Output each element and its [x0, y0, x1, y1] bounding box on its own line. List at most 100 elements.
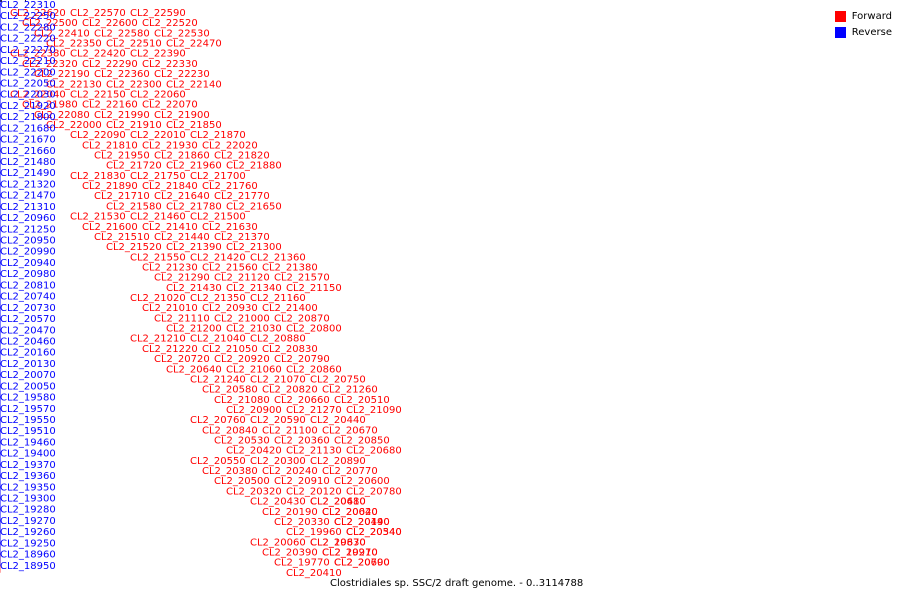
forward-gene-label: CL2_22420 — [70, 49, 126, 60]
reverse-gene-label: CL2_21310 — [0, 202, 56, 213]
forward-gene-label: CL2_20320 — [226, 486, 282, 497]
forward-gene-label: CL2_22090 — [70, 130, 126, 141]
forward-gene-label: CL2_20380 — [202, 466, 258, 477]
forward-gene-label: CL2_22590 — [130, 8, 186, 19]
forward-gene-label: CL2_20670 — [322, 425, 378, 436]
forward-gene-label: CL2_22190 — [34, 69, 90, 80]
forward-gene-label: CL2_21020 — [130, 293, 186, 304]
forward-gene-label: CL2_20510 — [334, 395, 390, 406]
forward-gene-label: CL2_20500 — [214, 476, 270, 487]
forward-gene-label: CL2_20910 — [274, 476, 330, 487]
forward-gene-label: CL2_21950 — [94, 151, 150, 162]
forward-gene-label: CL2_20060 — [250, 537, 306, 548]
forward-gene-label: CL2_21350 — [190, 293, 246, 304]
forward-gene-label: CL2_20640 — [166, 364, 222, 375]
forward-gene-label: CL2_21260 — [322, 385, 378, 396]
reverse-gene-label: CL2_20990 — [0, 247, 56, 258]
forward-gene-label: CL2_21120 — [214, 273, 270, 284]
forward-gene-label: CL2_21560 — [202, 263, 258, 274]
reverse-gene-label: CL2_22050 — [0, 79, 56, 90]
forward-gene-label: CL2_21410 — [142, 222, 198, 233]
forward-gene-label: CL2_22510 — [106, 39, 162, 50]
forward-gene-label: CL2_22410 — [34, 28, 90, 39]
forward-gene-label: CL2_22010 — [130, 130, 186, 141]
forward-gene-label: CL2_20770 — [322, 466, 378, 477]
forward-gene-label: CL2_21400 — [262, 303, 318, 314]
forward-gene-label: CL2_20550 — [190, 456, 246, 467]
forward-gene-label: CL2_21650 — [226, 201, 282, 212]
forward-gene-label: CL2_22350 — [46, 39, 102, 50]
reverse-gene-label: CL2_19260 — [0, 527, 56, 538]
reverse-gene-label: CL2_22030 — [0, 90, 56, 101]
forward-gene-label: CL2_21880 — [226, 161, 282, 172]
forward-gene-label: CL2_19960 — [286, 527, 342, 538]
forward-gene-label: CL2_20880 — [250, 334, 306, 345]
forward-gene-label: CL2_20790 — [274, 354, 330, 365]
forward-gene-label: CL2_21220 — [142, 344, 198, 355]
reverse-gene-label: CL2_22280 — [0, 22, 56, 33]
forward-gene-label: CL2_21830 — [70, 171, 126, 182]
forward-gene-label: CL2_21030 — [226, 324, 282, 335]
forward-gene-label: CL2_21200 — [166, 324, 222, 335]
forward-gene-label: CL2_20040 — [322, 507, 378, 518]
forward-gene-label: CL2_20530 — [214, 436, 270, 447]
reverse-gene-label: CL2_21680 — [0, 123, 56, 134]
reverse-gene-label: CL2_20160 — [0, 348, 56, 359]
forward-gene-label: CL2_21550 — [130, 252, 186, 263]
forward-gene-label: CL2_21150 — [286, 283, 342, 294]
forward-gene-label: CL2_21050 — [202, 344, 258, 355]
reverse-gene-label: CL2_19270 — [0, 516, 56, 527]
forward-gene-label: CL2_21770 — [214, 191, 270, 202]
forward-gene-label: CL2_21640 — [154, 191, 210, 202]
forward-gene-label: CL2_22000 — [46, 120, 102, 131]
forward-swatch — [834, 10, 846, 22]
forward-gene-label: CL2_20120 — [286, 486, 342, 497]
forward-gene-label: CL2_21890 — [82, 181, 138, 192]
forward-gene-label: CL2_21370 — [214, 232, 270, 243]
forward-gene-label: CL2_22580 — [94, 28, 150, 39]
reverse-gene-label: CL2_19250 — [0, 538, 56, 549]
forward-gene-label: CL2_22150 — [70, 89, 126, 100]
reverse-gene-label: CL2_20980 — [0, 269, 56, 280]
forward-gene-label: CL2_20540 — [346, 527, 402, 538]
reverse-gene-label: CL2_21800 — [0, 112, 56, 123]
forward-gene-label: CL2_21420 — [190, 252, 246, 263]
forward-gene-label: CL2_22320 — [22, 59, 78, 70]
forward-gene-label: CL2_20210 — [322, 548, 378, 559]
reverse-gene-label: CL2_19350 — [0, 482, 56, 493]
forward-gene-label: CL2_21820 — [214, 151, 270, 162]
reverse-gene-label: CL2_21490 — [0, 168, 56, 179]
forward-gene-label: CL2_21900 — [154, 110, 210, 121]
forward-gene-label: CL2_21510 — [94, 232, 150, 243]
reverse-gene-label: CL2_19370 — [0, 460, 56, 471]
forward-gene-label: CL2_20930 — [202, 303, 258, 314]
reverse-gene-label: CL2_19510 — [0, 426, 56, 437]
forward-gene-label: CL2_20610 — [310, 497, 366, 508]
forward-gene-label: CL2_22570 — [70, 8, 126, 19]
reverse-gene-label: CL2_18950 — [0, 561, 56, 572]
forward-gene-label: CL2_20760 — [190, 415, 246, 426]
forward-gene-label: CL2_20750 — [310, 374, 366, 385]
reverse-gene-label: CL2_22220 — [0, 34, 56, 45]
forward-gene-label: CL2_19770 — [274, 558, 330, 569]
forward-gene-label: CL2_19970 — [322, 548, 378, 559]
forward-gene-label: CL2_22160 — [82, 100, 138, 111]
reverse-gene-label: CL2_22270 — [0, 45, 56, 56]
reverse-gene-label: CL2_20950 — [0, 236, 56, 247]
legend-reverse: Reverse — [834, 24, 892, 40]
forward-gene-label: CL2_21380 — [262, 263, 318, 274]
forward-gene-label: CL2_21230 — [142, 263, 198, 274]
reverse-gene-label: CL2_22310 — [0, 0, 56, 11]
forward-gene-label: CL2_22140 — [166, 79, 222, 90]
forward-gene-label: CL2_22520 — [142, 18, 198, 29]
reverse-gene-label: CL2_20730 — [0, 303, 56, 314]
forward-gene-label: CL2_21780 — [166, 201, 222, 212]
reverse-gene-label: CL2_20470 — [0, 325, 56, 336]
reverse-gene-label: CL2_22250 — [0, 11, 56, 22]
reverse-gene-label: CL2_20130 — [0, 359, 56, 370]
forward-gene-label: CL2_21750 — [130, 171, 186, 182]
forward-gene-label: CL2_20800 — [286, 324, 342, 335]
forward-gene-label: CL2_21930 — [142, 140, 198, 151]
